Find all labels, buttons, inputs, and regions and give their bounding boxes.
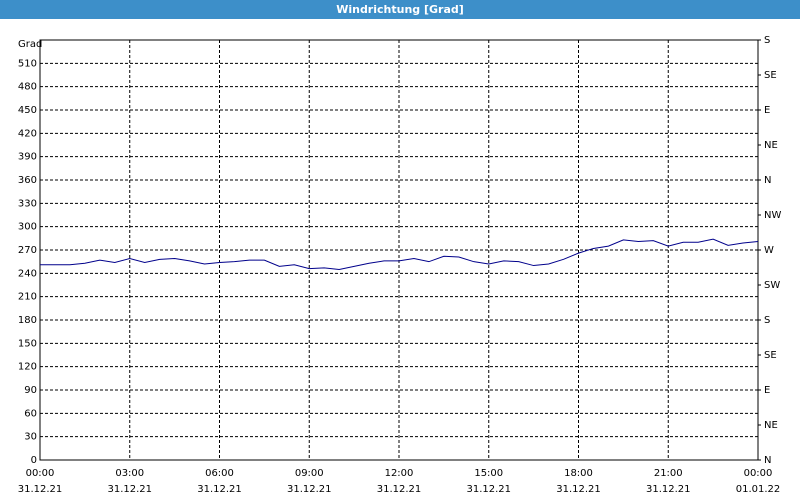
y-tick-label: 60 (24, 408, 37, 419)
y-tick-label: 0 (31, 455, 37, 466)
x-tick-date: 31.12.21 (556, 484, 601, 495)
x-tick-label: 09:00 (295, 468, 324, 479)
x-tick-date: 31.12.21 (287, 484, 332, 495)
y-axis-label: Grad (18, 39, 42, 50)
x-tick-date: 01.01.22 (736, 484, 781, 495)
y-tick-label: 300 (18, 222, 37, 233)
title-bar: Windrichtung [Grad] (0, 0, 800, 19)
y-tick-label: 270 (18, 245, 37, 256)
y2-tick-label: W (764, 245, 774, 256)
y-tick-label: 120 (18, 362, 37, 373)
data-line (40, 238, 759, 270)
y-tick-label: 150 (18, 338, 37, 349)
y-tick-label: 390 (18, 152, 37, 163)
x-tick-date: 31.12.21 (646, 484, 691, 495)
y-tick-label: 510 (18, 58, 37, 69)
y2-tick-label: N (764, 455, 771, 466)
y2-tick-label: NW (764, 210, 781, 221)
y2-tick-label: SE (764, 350, 777, 361)
x-tick-date: 31.12.21 (466, 484, 511, 495)
y-tick-label: 30 (24, 432, 37, 443)
y2-tick-label: NE (764, 140, 778, 151)
x-tick-date: 31.12.21 (107, 484, 152, 495)
x-tick-label: 00:00 (744, 468, 773, 479)
x-tick-label: 21:00 (654, 468, 683, 479)
y-tick-label: 450 (18, 105, 37, 116)
x-tick-date: 31.12.21 (377, 484, 422, 495)
x-tick-label: 12:00 (385, 468, 414, 479)
y2-tick-label: NE (764, 420, 778, 431)
x-tick-label: 00:00 (26, 468, 55, 479)
plot-frame (39, 39, 759, 461)
x-tick-label: 15:00 (474, 468, 503, 479)
y-tick-label: 180 (18, 315, 37, 326)
y-tick-label: 240 (18, 268, 37, 279)
x-tick-label: 06:00 (205, 468, 234, 479)
y2-tick-label: S (764, 315, 770, 326)
y2-tick-label: S (764, 35, 770, 46)
y-tick-label: 420 (18, 128, 37, 139)
y-tick-label: 90 (24, 385, 37, 396)
y-tick-label: 330 (18, 198, 37, 209)
x-tick-date: 31.12.21 (18, 484, 63, 495)
x-tick-label: 18:00 (564, 468, 593, 479)
x-tick-date: 31.12.21 (197, 484, 242, 495)
y-tick-label: 480 (18, 82, 37, 93)
y-tick-label: 360 (18, 175, 37, 186)
y2-tick-label: N (764, 175, 771, 186)
y2-tick-label: SW (764, 280, 780, 291)
y2-tick-label: E (764, 105, 770, 116)
y2-tick-label: E (764, 385, 770, 396)
y2-tick-label: SE (764, 70, 777, 81)
x-tick-label: 03:00 (115, 468, 144, 479)
y-tick-label: 210 (18, 292, 37, 303)
